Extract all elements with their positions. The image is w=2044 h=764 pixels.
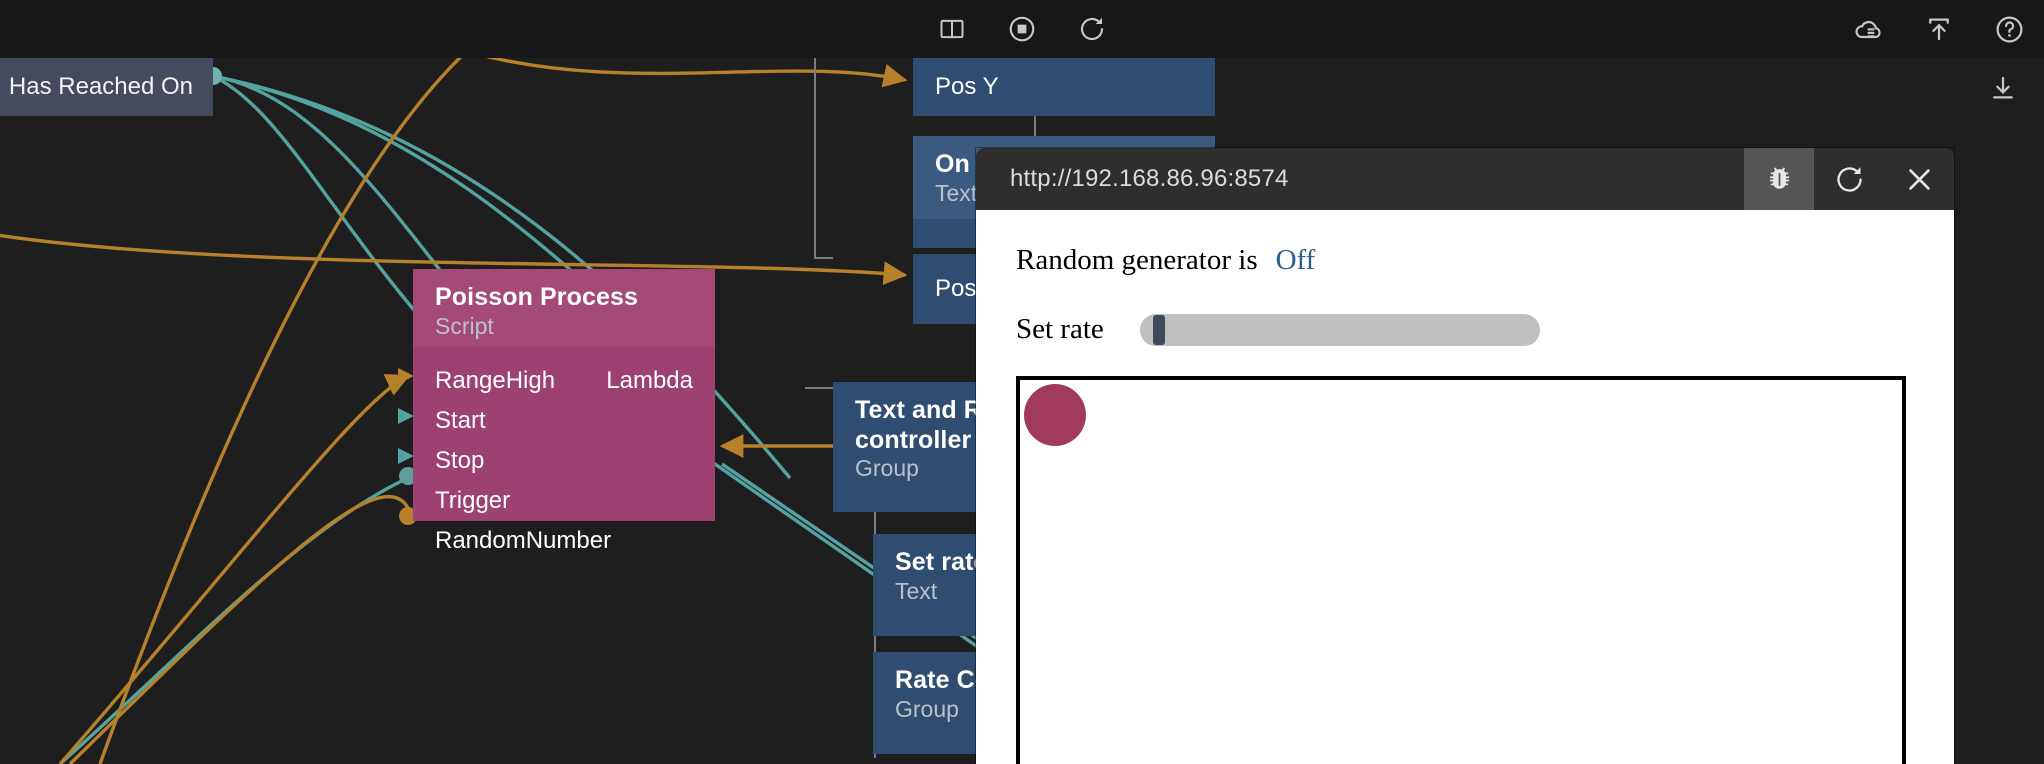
popup-web-content: Random generator is Off Set rate — [976, 210, 1954, 764]
node-poisson-subtitle: Script — [435, 312, 494, 339]
node-rate-controller-header: Rate Co Group — [873, 652, 1175, 735]
generator-status-label: Random generator is — [1016, 244, 1258, 276]
node-set-rate-header: Set rate Text — [873, 534, 1175, 617]
help-icon[interactable]: Help — [1992, 12, 2026, 46]
port-label-rangehigh: RangeHigh — [435, 367, 556, 394]
node-poisson-ports: RangeHigh Lambda Start Stop Trigger Rand… — [413, 347, 715, 561]
set-rate-slider[interactable] — [1139, 313, 1540, 346]
top-toolbar: Split panel Stop Reload — [0, 0, 2044, 58]
generator-status-value[interactable]: Off — [1275, 244, 1316, 276]
cloud-upload-icon[interactable]: Cloud — [1852, 12, 1886, 46]
port-label-trigger: Trigger — [435, 487, 511, 514]
set-rate-row: Set rate — [1016, 313, 1914, 346]
stop-icon[interactable]: Stop — [1005, 12, 1039, 46]
download-icon[interactable]: Download — [1980, 58, 2026, 118]
port-trigger — [399, 467, 417, 485]
port-label-randomnumber: RandomNumber — [435, 527, 612, 554]
node-on-text-subtitle: Text — [935, 179, 978, 206]
generator-status-row: Random generator is Off — [1016, 244, 1914, 277]
popup-url-text[interactable]: http://192.168.86.96:8574 — [1010, 165, 1289, 192]
upload-icon[interactable]: Upload — [1922, 12, 1956, 46]
close-icon[interactable]: Close — [1884, 148, 1954, 210]
node-rate-controller-title: Rate Co — [895, 666, 991, 694]
reload-icon[interactable]: Reload — [1075, 12, 1109, 46]
debug-bug-icon[interactable]: Debug — [1744, 148, 1814, 210]
popup-reload-icon[interactable]: Reload — [1814, 148, 1884, 210]
set-rate-slider-thumb[interactable] — [1152, 314, 1165, 345]
port-row-start[interactable]: Start — [413, 401, 715, 441]
node-poisson-process[interactable]: Poisson Process Script RangeHigh Lambda … — [413, 269, 715, 554]
split-panel-icon[interactable]: Split panel — [935, 12, 969, 46]
toolbar-center-group: Split panel Stop Reload — [0, 0, 2044, 58]
port-row-trigger[interactable]: Trigger — [413, 481, 715, 521]
node-pos-y-1-label: Pos Y — [935, 73, 999, 100]
node-set-rate-title: Set rate — [895, 548, 988, 576]
port-label-stop: Stop — [435, 447, 485, 474]
node-poisson-header: Poisson Process Script — [413, 269, 715, 347]
port-label-lambda: Lambda — [606, 367, 693, 394]
set-rate-label: Set rate — [1016, 313, 1104, 345]
port-row-rangehigh[interactable]: RangeHigh Lambda — [413, 361, 715, 401]
popup-titlebar: http://192.168.86.96:8574 Debug Reload — [976, 148, 1954, 210]
port-label-start: Start — [435, 407, 486, 434]
node-on-text-title: On — [935, 150, 970, 178]
node-pos-y-1[interactable]: Pos Y — [913, 58, 1215, 116]
simulation-canvas[interactable] — [1016, 376, 1906, 764]
popup-action-group: Debug Reload Close — [1744, 148, 1954, 210]
node-has-reached-on-label: Has Reached On — [8, 73, 193, 100]
port-randomnumber — [399, 507, 417, 525]
node-set-rate-subtitle: Text — [895, 577, 938, 604]
node-text-and-rate-subtitle: Group — [855, 455, 919, 481]
toolbar-right-group: Cloud Upload Help — [1852, 0, 2026, 58]
node-has-reached-on[interactable]: Has Reached On — [0, 58, 213, 116]
node-rate-controller-subtitle: Group — [895, 695, 959, 722]
port-row-stop[interactable]: Stop — [413, 441, 715, 481]
node-poisson-title: Poisson Process — [435, 283, 638, 311]
random-ball — [1024, 384, 1086, 446]
port-row-randomnumber[interactable]: RandomNumber — [413, 521, 715, 561]
browser-popup[interactable]: http://192.168.86.96:8574 Debug Reload — [976, 148, 1954, 764]
